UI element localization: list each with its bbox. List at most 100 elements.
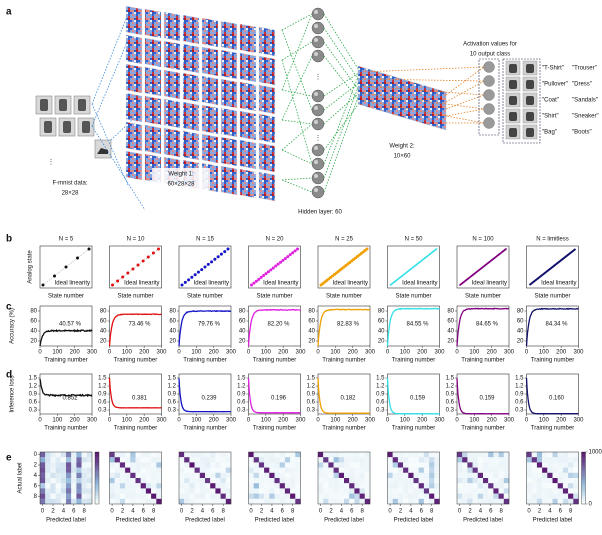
y-tick-label: 0.9 [515,392,524,398]
x-tick-label: 0 [316,350,320,356]
matrix-cell [253,452,259,458]
matrix-cell [562,467,569,473]
matrix-cell [333,483,339,489]
matrix-cell [318,493,324,499]
weight2-label: Weight 2: [389,144,415,150]
plot-frame [109,305,162,347]
matrix-cell [477,457,484,463]
x-tick-label: 6 [559,509,563,515]
matrix-cell [488,467,494,473]
matrix-cell [338,457,345,463]
x-tick-label: 4 [270,509,274,515]
matrix-cell [109,483,115,489]
note-bg [544,279,578,286]
matrix-cell [284,467,291,473]
x-tick-label: 8 [430,509,434,515]
matrix-cell [290,467,296,473]
matrix-cell [542,467,548,473]
matrix-cell [328,483,334,489]
matrix-cell [498,498,504,505]
matrix-cell [140,472,146,479]
matrix-cell [338,472,345,479]
matrix-cell [318,478,324,484]
x-tick-label: 200 [139,418,150,424]
x-tick-label: 6 [420,509,424,515]
matrix-cell [55,498,61,505]
matrix-cell [225,457,232,463]
matrix-cell [403,493,409,499]
matrix-cell [269,452,275,458]
weight1-tile [201,104,219,135]
matrix-cell [50,483,56,489]
matrix-cell [290,457,296,463]
matrix-cell [156,498,162,505]
matrix-cell [109,498,115,505]
matrix-cell [76,452,82,458]
matrix-cell [403,472,409,479]
matrix-cell [354,472,360,479]
matrix-cell [397,498,404,505]
colorbar-cell [95,457,99,460]
output-neuron [483,103,495,115]
matrix-cell [40,467,46,473]
colorbar-cell [95,454,99,458]
y-tick-label: 0.9 [237,392,246,398]
colorbar-label: 0 [589,502,593,508]
plot-frame [317,305,371,347]
matrix-cell [71,452,77,458]
connection [281,13,313,31]
matrix-cell [568,483,574,489]
matrix-cell [483,467,489,473]
matrix-cell [125,467,131,473]
matrix-cell [114,488,120,494]
y-tick-label: 8 [34,494,38,500]
hidden-neuron [311,49,325,63]
matrix-cell [462,478,468,484]
state-dot [257,277,261,281]
matrix-cell [493,483,499,489]
colorbar-cell [95,475,99,479]
state-dot [252,281,256,285]
matrix-cell [359,472,365,479]
matrix-cell [392,472,398,479]
weight1-tile [258,171,276,202]
x-tick-label: 300 [434,418,445,424]
state-dot [286,255,290,259]
matrix-cell [547,457,553,463]
x-tick-label: 2 [260,509,264,515]
matrix-cell [483,488,489,494]
connection [361,99,485,124]
matrix-cell [60,457,67,463]
matrix-cell [552,493,558,499]
state-dot [276,262,280,266]
matrix-cell [429,462,435,468]
matrix-cell [130,493,136,499]
plot-frame [317,451,371,505]
training-curve [108,377,162,409]
matrix-cell [76,472,82,479]
x-axis-label: Training number [461,358,504,364]
x-tick-label: 200 [417,418,428,424]
matrix-cell [573,498,579,505]
weight1-tile [163,98,181,129]
y-tick-label: 80 [378,309,385,315]
x-axis-label: Training number [114,426,157,432]
value-label: 0.239 [201,396,217,402]
matrix-cell [403,467,409,473]
note-bg [58,279,91,286]
matrix-cell [418,467,424,473]
matrix-cell [135,483,141,489]
training-curve [456,378,510,415]
matrix-cell [76,467,82,473]
y-tick-label: 0.6 [98,400,107,406]
matrix-cell [156,452,162,458]
matrix-cell [349,478,355,484]
training-curve [39,328,93,347]
x-tick-label: 100 [400,418,411,424]
colorbar-cell [581,472,586,476]
x-axis-label: Predicted label [394,518,434,524]
matrix-cell [179,483,185,489]
matrix-cell [457,488,463,494]
matrix-cell [423,472,430,479]
matrix-cell [156,483,162,489]
